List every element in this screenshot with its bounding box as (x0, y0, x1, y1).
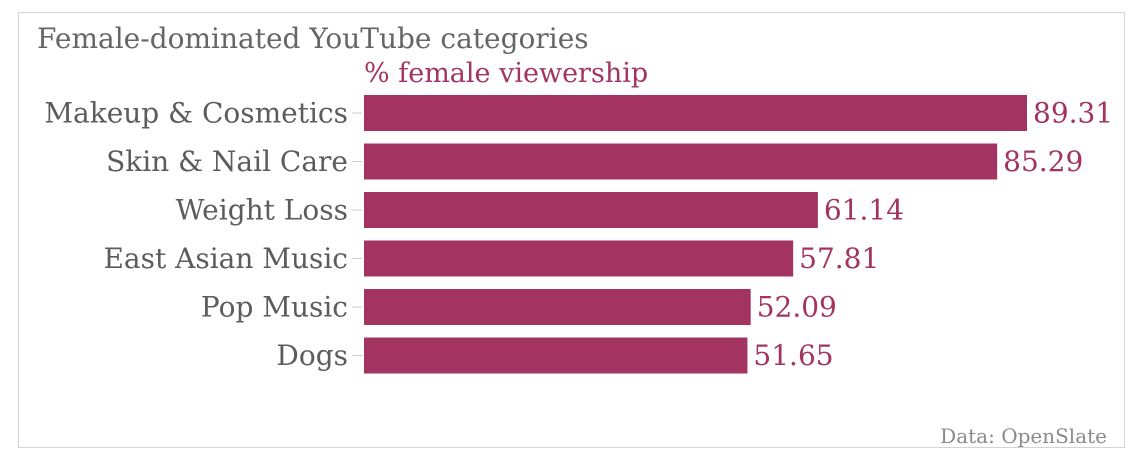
bar-makeup-cosmetics (364, 95, 1027, 131)
bar-pop-music (364, 289, 751, 325)
category-label-skin-nail-care: Skin & Nail Care (106, 145, 348, 178)
value-label-east-asian-music: 57.81 (799, 242, 879, 275)
category-label-makeup-cosmetics: Makeup & Cosmetics (44, 97, 348, 130)
category-label-east-asian-music: East Asian Music (103, 242, 348, 275)
bar-skin-nail-care (364, 143, 998, 180)
bar-dogs (364, 337, 748, 374)
category-labels: Makeup & Cosmetics Skin & Nail Care Weight… (44, 97, 348, 373)
chart-title: Female-dominated YouTube categories (37, 22, 589, 55)
bar-east-asian-music (364, 240, 794, 277)
value-label-pop-music: 52.09 (757, 291, 837, 324)
value-label-dogs: 51.65 (753, 339, 833, 372)
chart-subtitle: % female viewership (364, 58, 649, 89)
category-label-weight-loss: Weight Loss (176, 194, 348, 227)
bars-group (364, 95, 1027, 374)
source-note: Data: OpenSlate (940, 424, 1107, 448)
bar-weight-loss (364, 192, 818, 228)
category-label-dogs: Dogs (276, 339, 348, 372)
category-label-pop-music: Pop Music (201, 291, 348, 324)
chart-frame (18, 12, 1125, 448)
category-axis-ticks (352, 112, 362, 356)
value-label-weight-loss: 61.14 (824, 194, 904, 227)
value-label-makeup-cosmetics: 89.31 (1033, 97, 1113, 130)
value-labels: 89.31 85.29 61.14 57.81 52.09 51.65 (753, 97, 1113, 373)
value-label-skin-nail-care: 85.29 (1003, 145, 1083, 178)
